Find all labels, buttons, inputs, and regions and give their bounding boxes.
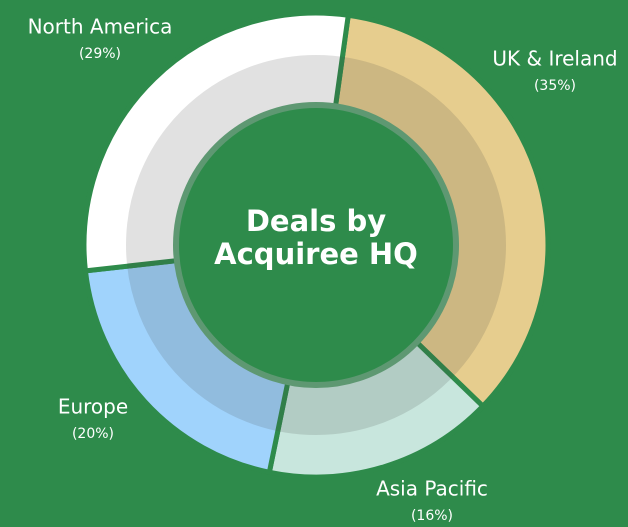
inner-ring-shade	[126, 55, 506, 435]
segment-value-label: (16%)	[411, 508, 453, 524]
segment-label: Asia Pacific	[376, 477, 488, 501]
segment-value-label: (35%)	[534, 78, 576, 94]
segment-label: UK & Ireland	[492, 47, 617, 71]
segment-value-label: (20%)	[72, 426, 114, 442]
chart-title: Deals by Acquiree HQ	[214, 204, 418, 271]
segment-label: North America	[28, 15, 173, 39]
center-circle	[173, 102, 459, 388]
segment-label: Europe	[58, 395, 128, 419]
segment-value-label: (29%)	[79, 46, 121, 62]
